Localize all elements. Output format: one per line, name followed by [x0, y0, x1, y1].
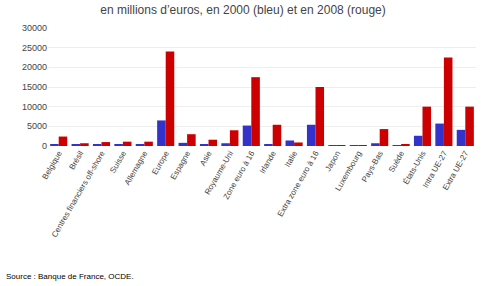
svg-text:Extra zone euro à 16: Extra zone euro à 16	[276, 149, 321, 218]
svg-text:Asie: Asie	[198, 149, 214, 167]
svg-text:Irlande: Irlande	[258, 149, 278, 175]
svg-text:10000: 10000	[22, 102, 47, 112]
svg-text:Allemagne: Allemagne	[123, 149, 150, 187]
svg-text:20000: 20000	[22, 62, 47, 72]
svg-text:Luxembourg: Luxembourg	[333, 150, 363, 193]
svg-text:Brésil: Brésil	[67, 149, 85, 171]
svg-text:Suisse: Suisse	[108, 149, 128, 175]
svg-text:Zone euro à 16: Zone euro à 16	[222, 149, 257, 201]
svg-text:5000: 5000	[27, 121, 47, 131]
svg-text:Extra UE-27: Extra UE-27	[441, 149, 471, 192]
svg-text:Royaume-Uni: Royaume-Uni	[203, 149, 235, 196]
svg-text:15000: 15000	[22, 82, 47, 92]
svg-text:25000: 25000	[22, 43, 47, 53]
svg-text:30000: 30000	[22, 23, 47, 33]
svg-text:Italie: Italie	[283, 149, 300, 169]
svg-text:Centres financiers off-shore: Centres financiers off-shore	[50, 149, 107, 239]
svg-text:Source : Banque de France, OCD: Source : Banque de France, OCDE.	[6, 272, 134, 281]
svg-text:Espagne: Espagne	[169, 149, 193, 181]
svg-text:Belgique: Belgique	[41, 149, 65, 181]
svg-text:Europe: Europe	[150, 149, 171, 176]
svg-text:Pays-Bas: Pays-Bas	[360, 150, 385, 184]
svg-text:Intra UE-27: Intra UE-27	[421, 149, 450, 189]
svg-text:Japon: Japon	[323, 150, 342, 173]
svg-text:en millions d’euros, en 2000 (: en millions d’euros, en 2000 (bleu) et e…	[100, 3, 386, 17]
svg-text:États-Unis: États-Unis	[401, 150, 427, 186]
svg-text:0: 0	[42, 141, 47, 151]
svg-text:Suède: Suède	[387, 149, 407, 174]
